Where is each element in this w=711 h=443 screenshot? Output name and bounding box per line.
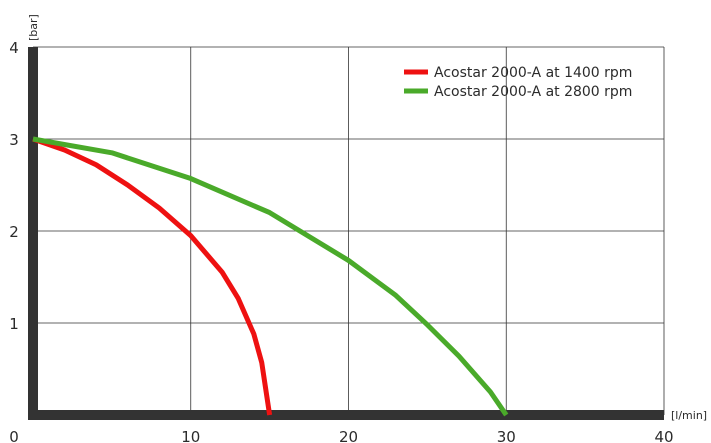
- series-line-1: [32, 136, 273, 416]
- y-tick-label: 4: [9, 39, 19, 57]
- legend-label-2: Acostar 2000-A at 2800 rpm: [434, 84, 632, 100]
- legend: Acostar 2000-A at 1400 rpm Acostar 2000-A…: [404, 65, 632, 100]
- series: [32, 136, 509, 417]
- x-axis-bar: [28, 410, 664, 420]
- x-axis-unit-label: [l/min]: [671, 409, 707, 422]
- x-tick-label: 10: [181, 428, 200, 443]
- axes: [28, 47, 664, 420]
- y-tick-label: 3: [9, 131, 19, 149]
- grid: [33, 46, 665, 415]
- y-axis-unit-label: [bar]: [27, 14, 40, 41]
- series-line-2: [32, 136, 509, 417]
- x-tick-label: 0: [9, 428, 19, 443]
- y-tick-label: 1: [9, 315, 19, 333]
- y-tick-label: 2: [9, 223, 19, 241]
- y-axis-bar: [28, 47, 38, 420]
- x-tick-label: 20: [339, 428, 358, 443]
- legend-label-1: Acostar 2000-A at 1400 rpm: [434, 65, 632, 81]
- tick-labels: 0 10 20 30 40 1 2 3 4: [9, 39, 673, 443]
- x-tick-label: 40: [654, 428, 673, 443]
- x-tick-label: 30: [497, 428, 516, 443]
